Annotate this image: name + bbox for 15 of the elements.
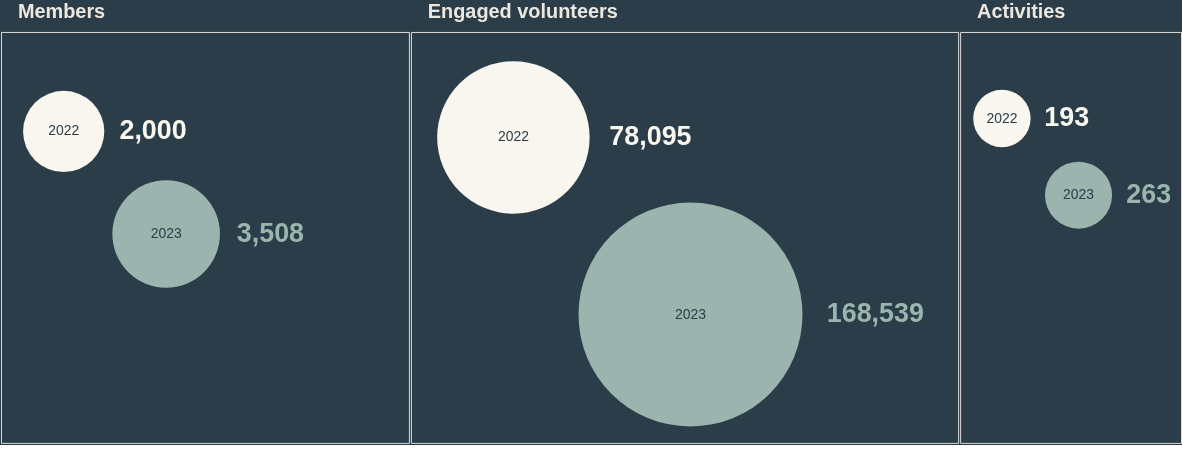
category-label: 2022 — [497, 128, 530, 145]
category-label: 2022 — [986, 109, 1018, 126]
text: Members — [17, 0, 106, 23]
text: Engaged volunteers — [427, 0, 618, 23]
category-label: 2023 — [675, 305, 707, 322]
data-label: 168,539 — [826, 298, 924, 329]
data-label: 2,000 — [119, 115, 187, 146]
text: Activities — [977, 0, 1066, 23]
category-label: 2022 — [48, 122, 80, 139]
data-label: 3,508 — [236, 217, 305, 248]
category-label: 2023 — [1063, 186, 1095, 203]
data-label: 78,095 — [609, 121, 692, 152]
category-label: 2023 — [150, 224, 182, 241]
data-label: 263 — [1126, 179, 1172, 210]
data-label: 193 — [1044, 102, 1090, 133]
